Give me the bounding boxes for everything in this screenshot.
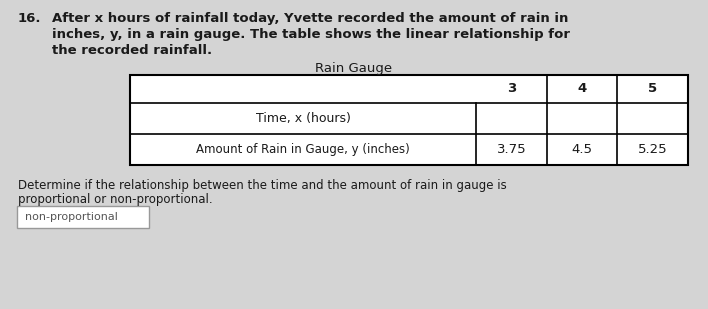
Text: 3: 3	[507, 83, 516, 95]
Text: Time, x (hours): Time, x (hours)	[256, 112, 350, 125]
Text: the recorded rainfall.: the recorded rainfall.	[52, 44, 212, 57]
Text: 4.5: 4.5	[571, 143, 593, 156]
Text: 5.25: 5.25	[638, 143, 668, 156]
Text: 5: 5	[648, 83, 657, 95]
FancyBboxPatch shape	[17, 206, 149, 228]
Text: 16.: 16.	[18, 12, 42, 25]
Text: Rain Gauge: Rain Gauge	[316, 62, 392, 75]
Text: Amount of Rain in Gauge, y (inches): Amount of Rain in Gauge, y (inches)	[196, 143, 410, 156]
Bar	[130, 75, 688, 165]
Text: proportional or non-proportional.: proportional or non-proportional.	[18, 193, 212, 206]
Text: inches, y, in a rain gauge. The table shows the linear relationship for: inches, y, in a rain gauge. The table sh…	[52, 28, 570, 41]
Text: Determine if the relationship between the time and the amount of rain in gauge i: Determine if the relationship between th…	[18, 179, 507, 192]
Text: After x hours of rainfall today, Yvette recorded the amount of rain in: After x hours of rainfall today, Yvette …	[52, 12, 569, 25]
Text: non-proportional: non-proportional	[25, 212, 118, 222]
Bar	[130, 75, 688, 165]
Text: 3.75: 3.75	[496, 143, 526, 156]
Text: 4: 4	[577, 83, 587, 95]
